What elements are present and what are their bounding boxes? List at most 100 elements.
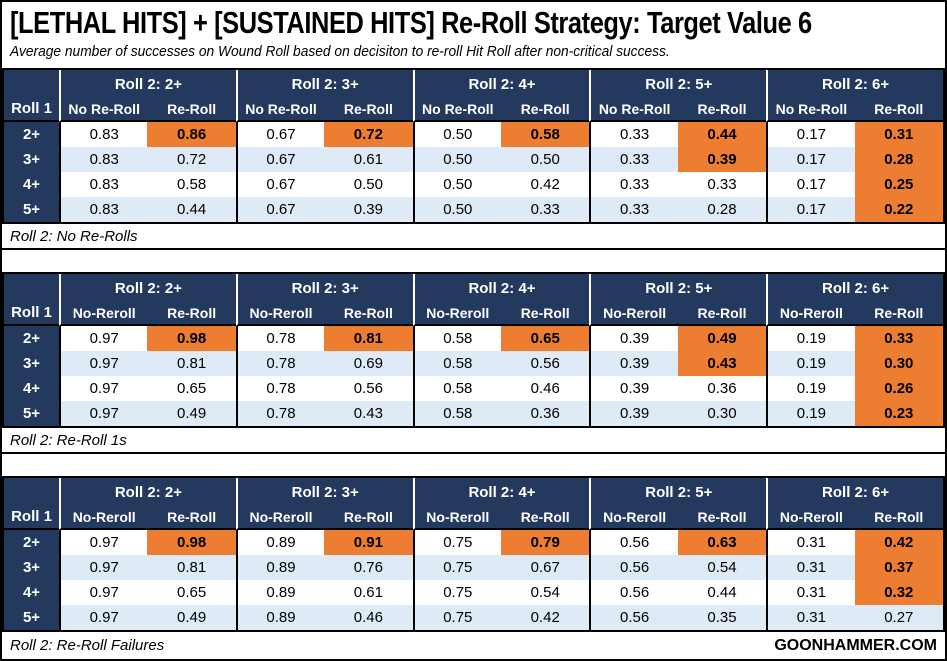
value-no-reroll: 0.58 — [412, 326, 501, 351]
value-reroll: 0.58 — [147, 172, 236, 197]
col-header-no-reroll: No Re-Roll — [412, 98, 501, 122]
row-label: 5+ — [4, 197, 59, 222]
value-no-reroll: 0.17 — [766, 172, 855, 197]
spacer — [2, 250, 945, 272]
table-caption-row: Roll 2: Re-Roll Failures GOONHAMMER.COM — [2, 632, 945, 659]
value-no-reroll: 0.50 — [412, 172, 501, 197]
col-header-no-reroll: No Re-Roll — [589, 98, 678, 122]
row-label: 3+ — [4, 555, 59, 580]
value-reroll: 0.36 — [677, 376, 767, 401]
row-label: 2+ — [4, 530, 59, 555]
value-no-reroll: 0.56 — [589, 555, 678, 580]
value-reroll: 0.56 — [324, 376, 413, 401]
table-caption: Roll 2: Re-Roll 1s — [10, 431, 127, 449]
value-reroll: 0.79 — [501, 530, 590, 555]
value-reroll: 0.81 — [147, 351, 236, 376]
value-no-reroll: 0.78 — [235, 351, 325, 376]
group-header: Roll 2: 2+ — [59, 274, 236, 302]
value-reroll: 0.23 — [854, 401, 943, 426]
value-reroll: 0.28 — [854, 147, 943, 172]
value-no-reroll: 0.31 — [766, 530, 855, 555]
value-reroll: 0.39 — [324, 197, 413, 222]
value-reroll: 0.27 — [854, 605, 943, 630]
value-reroll: 0.33 — [854, 326, 943, 351]
corner-header-roll1: Roll 1 — [4, 274, 59, 326]
value-no-reroll: 0.83 — [59, 172, 148, 197]
group-header: Roll 2: 5+ — [589, 478, 767, 506]
value-reroll: 0.33 — [501, 197, 590, 222]
row-label: 3+ — [4, 147, 59, 172]
value-reroll: 0.35 — [677, 605, 767, 630]
row-label: 4+ — [4, 580, 59, 605]
value-no-reroll: 0.58 — [412, 401, 501, 426]
col-header-reroll: Re-Roll — [147, 506, 236, 530]
masthead: [LETHAL HITS] + [SUSTAINED HITS] Re-Roll… — [2, 2, 945, 68]
value-no-reroll: 0.17 — [766, 122, 855, 147]
col-header-reroll: Re-Roll — [854, 98, 943, 122]
value-reroll: 0.65 — [147, 580, 236, 605]
value-reroll: 0.98 — [147, 326, 236, 351]
value-no-reroll: 0.33 — [589, 147, 678, 172]
table-roll2-reroll-failures: Roll 1 Roll 2: 2+ Roll 2: 3+ Roll 2: 4+ Roll… — [2, 476, 945, 632]
value-reroll: 0.58 — [501, 122, 590, 147]
value-reroll: 0.36 — [501, 401, 590, 426]
value-no-reroll: 0.19 — [766, 326, 855, 351]
col-header-no-reroll: No-Reroll — [766, 302, 855, 326]
col-header-no-reroll: No-Reroll — [412, 506, 501, 530]
col-header-reroll: Re-Roll — [677, 98, 767, 122]
value-no-reroll: 0.33 — [589, 197, 678, 222]
value-no-reroll: 0.67 — [235, 197, 325, 222]
value-no-reroll: 0.75 — [412, 605, 501, 630]
value-reroll: 0.33 — [677, 172, 767, 197]
col-header-no-reroll: No-Reroll — [235, 302, 325, 326]
group-header: Roll 2: 6+ — [766, 70, 943, 98]
col-header-no-reroll: No-Reroll — [589, 506, 678, 530]
value-no-reroll: 0.67 — [235, 147, 325, 172]
col-header-reroll: Re-Roll — [677, 506, 767, 530]
row-label: 4+ — [4, 172, 59, 197]
value-reroll: 0.26 — [854, 376, 943, 401]
value-reroll: 0.91 — [324, 530, 413, 555]
value-no-reroll: 0.78 — [235, 376, 325, 401]
value-no-reroll: 0.97 — [59, 530, 148, 555]
group-header: Roll 2: 3+ — [235, 274, 413, 302]
value-no-reroll: 0.56 — [589, 530, 678, 555]
col-header-no-reroll: No Re-Roll — [59, 98, 148, 122]
value-reroll: 0.32 — [854, 580, 943, 605]
value-no-reroll: 0.97 — [59, 401, 148, 426]
value-reroll: 0.54 — [677, 555, 767, 580]
value-reroll: 0.50 — [501, 147, 590, 172]
group-header: Roll 2: 2+ — [59, 478, 236, 506]
value-no-reroll: 0.75 — [412, 580, 501, 605]
value-no-reroll: 0.56 — [589, 605, 678, 630]
group-header: Roll 2: 4+ — [412, 70, 590, 98]
value-reroll: 0.81 — [324, 326, 413, 351]
row-label: 3+ — [4, 351, 59, 376]
value-reroll: 0.72 — [147, 147, 236, 172]
value-reroll: 0.42 — [854, 530, 943, 555]
value-no-reroll: 0.33 — [589, 122, 678, 147]
col-header-reroll: Re-Roll — [501, 302, 590, 326]
value-no-reroll: 0.58 — [412, 351, 501, 376]
value-no-reroll: 0.50 — [412, 197, 501, 222]
value-reroll: 0.39 — [677, 147, 767, 172]
value-no-reroll: 0.89 — [235, 555, 325, 580]
value-reroll: 0.30 — [854, 351, 943, 376]
value-reroll: 0.31 — [854, 122, 943, 147]
table-caption: Roll 2: No Re-Rolls — [10, 227, 138, 245]
value-reroll: 0.61 — [324, 580, 413, 605]
col-header-reroll: Re-Roll — [677, 302, 767, 326]
row-label: 5+ — [4, 605, 59, 630]
value-no-reroll: 0.97 — [59, 376, 148, 401]
value-no-reroll: 0.33 — [589, 172, 678, 197]
value-no-reroll: 0.89 — [235, 580, 325, 605]
value-no-reroll: 0.39 — [589, 376, 678, 401]
value-reroll: 0.43 — [324, 401, 413, 426]
value-no-reroll: 0.75 — [412, 530, 501, 555]
value-no-reroll: 0.56 — [589, 580, 678, 605]
value-no-reroll: 0.19 — [766, 376, 855, 401]
value-reroll: 0.56 — [501, 351, 590, 376]
value-no-reroll: 0.67 — [235, 122, 325, 147]
value-reroll: 0.30 — [677, 401, 767, 426]
